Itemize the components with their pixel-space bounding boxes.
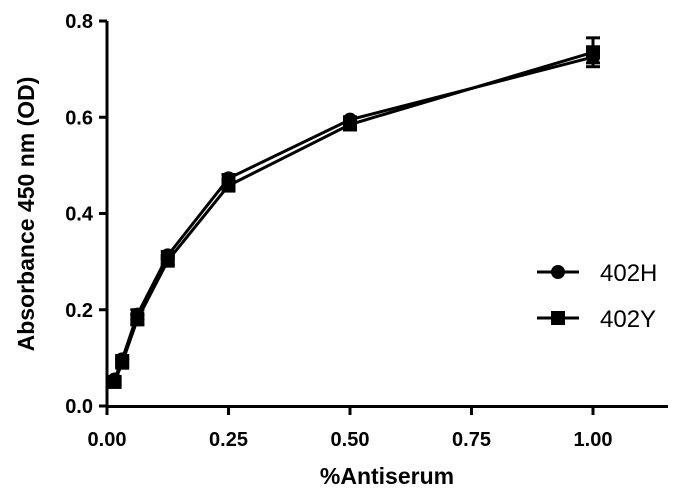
legend-label: 402Y bbox=[600, 306, 656, 333]
series-402h bbox=[107, 49, 600, 387]
x-tick-label: 0.25 bbox=[209, 429, 248, 451]
y-tick-label: 0.2 bbox=[65, 300, 93, 322]
y-tick-label: 0.4 bbox=[65, 204, 94, 226]
plot-area: 0.0 0.2 0.4 0.6 0.8 0.00 0.25 0.50 0.75 1.00 bbox=[65, 11, 668, 451]
data-point-square bbox=[586, 45, 600, 60]
legend-item-402y: 402Y bbox=[537, 306, 656, 333]
y-axis-title: Absorbance 450 nm (OD) bbox=[13, 77, 39, 352]
data-point-square bbox=[107, 374, 122, 389]
y-tick-label: 0.6 bbox=[65, 107, 93, 129]
x-axis-title: %Antiserum bbox=[320, 463, 454, 489]
legend-marker-square bbox=[551, 311, 565, 325]
x-tick-label: 0.00 bbox=[88, 429, 127, 451]
data-point-square bbox=[160, 253, 175, 268]
x-tick-label: 1.00 bbox=[574, 429, 613, 451]
x-tick-label: 0.50 bbox=[331, 429, 370, 451]
y-tick-label: 0.0 bbox=[65, 396, 93, 418]
data-point-square bbox=[130, 312, 145, 327]
series-402y bbox=[107, 36, 600, 389]
y-tick-label: 0.8 bbox=[65, 11, 93, 33]
data-point-square bbox=[115, 355, 130, 370]
legend-item-402h: 402H bbox=[537, 260, 657, 287]
series-line-402y bbox=[113, 50, 594, 383]
legend-marker-circle bbox=[551, 265, 565, 279]
data-point-square bbox=[343, 117, 357, 132]
legend: 402H 402Y bbox=[537, 260, 657, 333]
data-point-square bbox=[221, 178, 236, 193]
legend-label: 402H bbox=[600, 260, 657, 287]
series-line-402h bbox=[113, 55, 594, 381]
x-tick-label: 0.75 bbox=[452, 429, 491, 451]
